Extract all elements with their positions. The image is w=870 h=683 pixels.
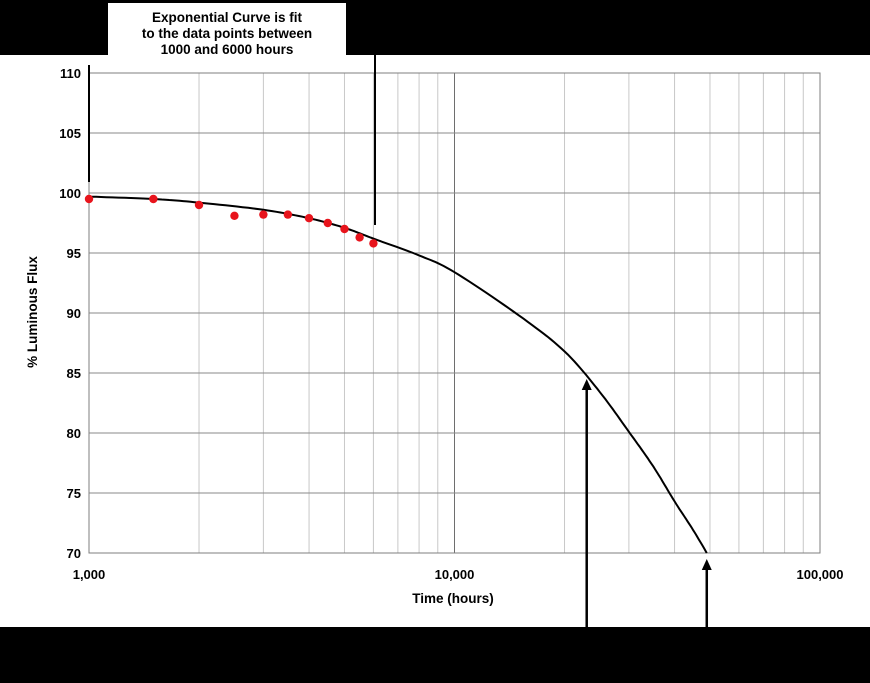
data-point xyxy=(369,239,378,248)
callout-line-1: Exponential Curve is fit xyxy=(151,10,303,25)
y-axis-title: % Luminous Flux xyxy=(25,256,40,368)
y-tick-label: 70 xyxy=(67,546,81,561)
y-tick-label: 75 xyxy=(67,486,81,501)
y-tick-label: 105 xyxy=(59,126,81,141)
y-tick-label: 80 xyxy=(67,426,81,441)
data-point xyxy=(304,214,314,223)
data-point xyxy=(149,194,158,204)
plot-panel xyxy=(0,55,870,627)
arrows-layer xyxy=(581,379,712,627)
callout-line-2: to the data points between xyxy=(141,26,313,41)
data-point xyxy=(355,233,364,242)
y-tick-label: 95 xyxy=(67,246,81,261)
data-point xyxy=(84,194,94,204)
data-points-layer xyxy=(84,194,378,248)
x-tick-label: 1,000 xyxy=(73,567,106,582)
callout-line-3: 1000 and 6000 hours xyxy=(160,42,294,57)
x-axis-title: Time (hours) xyxy=(412,591,494,606)
x-tick-labels: 1,000 10,000 100,000 xyxy=(73,567,844,582)
data-point xyxy=(323,218,332,228)
plot-frame xyxy=(88,72,821,554)
data-point xyxy=(283,210,293,219)
y-tick-label: 90 xyxy=(67,306,81,321)
data-point xyxy=(194,200,204,210)
callout-leaders xyxy=(88,44,376,225)
x-tick-label: 100,000 xyxy=(797,567,844,582)
data-point xyxy=(230,211,239,220)
fit-callout-box: Exponential Curve is fit to the data poi… xyxy=(108,3,346,65)
annotation-arrow-head xyxy=(581,379,592,390)
exponential-fit-curve xyxy=(88,195,708,554)
annotation-arrow-head xyxy=(701,559,712,570)
data-point xyxy=(340,224,349,234)
y-tick-labels: 70 75 80 85 90 95 100 105 110 xyxy=(59,66,81,561)
fit-curve-layer xyxy=(88,195,708,554)
y-tick-label: 85 xyxy=(67,366,81,381)
y-tick-label: 100 xyxy=(59,186,81,201)
y-tick-label: 110 xyxy=(60,66,81,81)
x-tick-label: 10,000 xyxy=(435,567,475,582)
data-point xyxy=(259,210,268,219)
